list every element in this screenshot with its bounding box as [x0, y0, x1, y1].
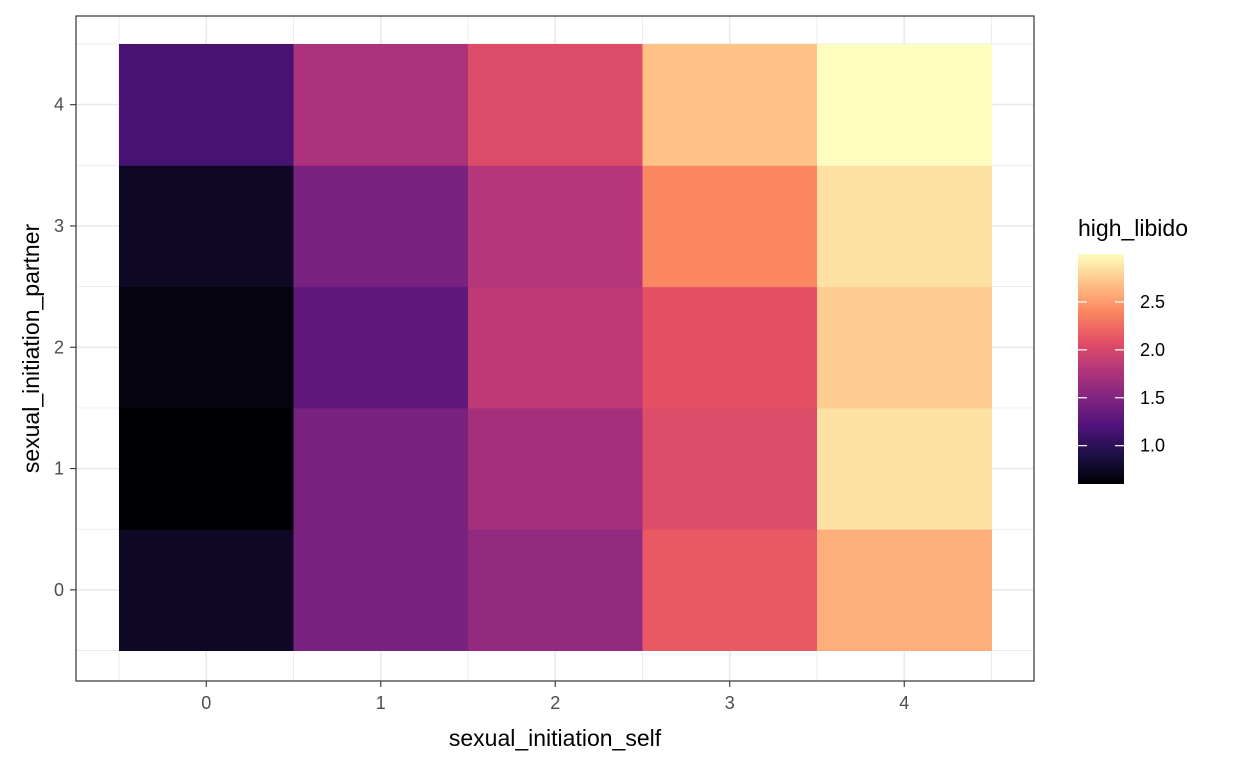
- y-tick-label: 1: [54, 459, 64, 479]
- y-axis: 0 1 2 3 4: [54, 95, 76, 600]
- heatmap-cell: [642, 44, 818, 166]
- heatmap-cell: [817, 44, 992, 166]
- heatmap-cell: [468, 165, 643, 288]
- legend-tick-label: 2.5: [1140, 292, 1165, 312]
- heatmap-cell: [293, 286, 469, 409]
- x-axis: 0 1 2 3 4: [201, 681, 909, 713]
- x-axis-title: sexual_initiation_self: [449, 725, 662, 751]
- heatmap-cell: [468, 407, 643, 530]
- legend-title: high_libido: [1078, 215, 1188, 241]
- legend-tick-label: 1.0: [1140, 436, 1165, 456]
- heatmap-cell: [642, 529, 818, 651]
- heatmap-cell: [293, 165, 469, 288]
- legend-tick-label: 2.0: [1140, 340, 1165, 360]
- heatmap-cell: [119, 286, 294, 409]
- y-tick-label: 2: [54, 337, 64, 357]
- heatmap-cell: [293, 44, 469, 166]
- heatmap-cell: [293, 529, 469, 651]
- heatmap-cell: [817, 165, 992, 288]
- x-tick-label: 1: [376, 693, 386, 713]
- heatmap-cell: [468, 44, 643, 166]
- heatmap-cell: [119, 529, 294, 651]
- y-tick-label: 4: [54, 95, 64, 115]
- legend-tick-label: 1.5: [1140, 388, 1165, 408]
- heatmap-cells: [119, 44, 992, 651]
- x-tick-label: 2: [550, 693, 560, 713]
- heatmap-cell: [642, 407, 818, 530]
- legend: high_libido 1.0 1.5 2.0 2.5: [1078, 215, 1188, 484]
- heatmap-cell: [468, 529, 643, 651]
- heatmap-cell: [817, 529, 992, 651]
- heatmap-cell: [119, 407, 294, 530]
- heatmap-cell: [119, 44, 294, 166]
- heatmap-cell: [817, 407, 992, 530]
- heatmap-cell: [468, 286, 643, 409]
- y-tick-label: 3: [54, 216, 64, 236]
- x-tick-label: 3: [725, 693, 735, 713]
- y-tick-label: 0: [54, 580, 64, 600]
- y-axis-title: sexual_initiation_partner: [18, 223, 44, 473]
- heatmap-cell: [293, 407, 469, 530]
- heatmap-cell: [119, 165, 294, 288]
- heatmap-cell: [817, 286, 992, 409]
- x-tick-label: 0: [201, 693, 211, 713]
- legend-colorbar: [1078, 254, 1124, 484]
- x-tick-label: 4: [899, 693, 909, 713]
- legend-ticks: 1.0 1.5 2.0 2.5: [1078, 292, 1165, 456]
- heatmap-cell: [642, 286, 818, 409]
- heatmap-cell: [642, 165, 818, 288]
